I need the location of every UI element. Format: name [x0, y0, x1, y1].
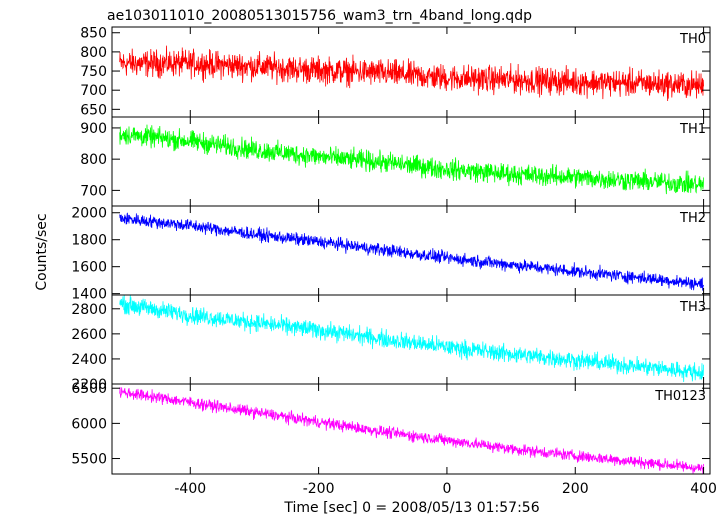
y-tick-label: 6000	[71, 416, 107, 432]
y-tick-label: 800	[80, 152, 107, 168]
x-axis: -400 -200 0 200 400	[174, 481, 717, 497]
series-line-th0	[119, 45, 704, 101]
panel-label-th0123: TH0123	[654, 389, 706, 404]
y-tick-label: 700	[80, 183, 107, 199]
series-line-th1	[119, 124, 704, 195]
panel-label-th1: TH1	[679, 122, 706, 137]
series-line-th3	[119, 295, 704, 382]
panel-th0123: 6500 6000 5500 TH0123	[71, 381, 711, 475]
x-axis-title: Time [sec] 0 = 2008/05/13 01:57:56	[283, 500, 539, 516]
x-tick-label: 200	[562, 481, 589, 497]
series-line-th2	[119, 212, 704, 291]
y-axis-title: Counts/sec	[34, 213, 50, 290]
y-tick-label: 1800	[71, 233, 107, 249]
panel-frame	[111, 383, 711, 475]
x-tick-label: -400	[174, 481, 206, 497]
y-tick-label: 5500	[71, 452, 107, 468]
y-tick-label: 800	[80, 45, 107, 61]
panel-label-th0: TH0	[679, 32, 706, 47]
y-tick-label: 1400	[71, 287, 107, 303]
x-tick-label: -200	[303, 481, 335, 497]
x-tick-label: 400	[690, 481, 717, 497]
x-tick-label: 0	[442, 481, 451, 497]
y-tick-label: 1600	[71, 260, 107, 276]
series-line-th0123	[119, 387, 704, 474]
panel-th2: 2000 1800 1600 1400 TH2	[71, 205, 711, 303]
panels: 850 800 750 700 650 TH0 900 800 700 TH1 2000 1800 16…	[71, 26, 711, 475]
y-tick-label: 2200	[71, 377, 107, 393]
panel-th3: 2800 2600 2400 2200 TH3	[71, 294, 711, 393]
y-tick-label: 6500	[71, 381, 107, 397]
y-tick-label: 2800	[71, 302, 107, 318]
y-tick-label: 850	[80, 26, 107, 42]
y-tick-label: 2400	[71, 352, 107, 368]
panel-label-th3: TH3	[679, 300, 706, 315]
y-tick-label: 900	[80, 121, 107, 137]
y-tick-label: 750	[80, 64, 107, 80]
y-tick-label: 2600	[71, 327, 107, 343]
panel-th0: 850 800 750 700 650 TH0	[80, 26, 711, 118]
y-tick-label: 650	[80, 102, 107, 118]
y-tick-label: 2000	[71, 206, 107, 222]
chart-title: ae103011010_20080513015756_wam3_trn_4ban…	[107, 8, 532, 24]
y-tick-label: 700	[80, 83, 107, 99]
panel-label-th2: TH2	[679, 211, 706, 226]
panel-frame	[111, 116, 711, 207]
panel-th1: 900 800 700 TH1	[80, 116, 711, 207]
